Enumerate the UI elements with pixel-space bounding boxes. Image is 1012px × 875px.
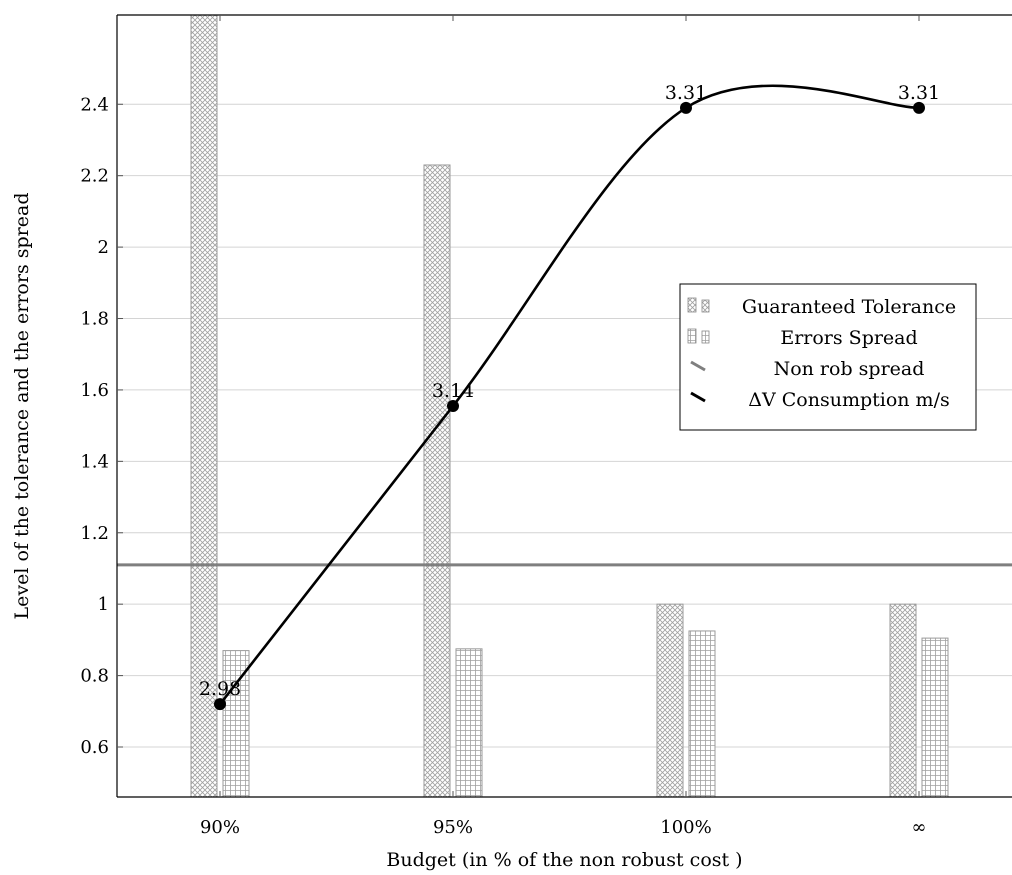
y-tick-label-8: 2.2 <box>80 166 109 187</box>
legend-swatch-0-b <box>701 299 710 313</box>
legend: Guaranteed Tolerance Errors Spread Non rob… <box>679 283 977 431</box>
y-tick-label-2: 1 <box>98 594 109 615</box>
legend-label-2: Non rob spread <box>774 358 925 380</box>
grid-lines <box>117 103 1012 748</box>
bar-errors-2 <box>688 630 716 798</box>
y-tick-label-1: 0.8 <box>80 666 109 687</box>
y-axis-title: Level of the tolerance and the errors sp… <box>11 193 33 620</box>
y-tick-label-5: 1.6 <box>80 380 109 401</box>
tick-labels: 0.6 0.8 1 1.2 1.4 1.6 1.8 2 2.2 2.4 90% 95% 100% ∞ <box>80 94 926 838</box>
y-tick-label-0: 0.6 <box>80 737 109 758</box>
bar-tolerance-3 <box>889 603 917 798</box>
delta-v-line: 2.98 3.14 3.31 3.31 <box>199 82 940 711</box>
delta-v-point-2 <box>680 101 692 114</box>
delta-v-point-1 <box>447 400 459 412</box>
x-tick-label-1: 95% <box>433 817 473 838</box>
delta-v-point-3 <box>913 101 925 114</box>
legend-swatch-2 <box>690 360 706 372</box>
legend-swatch-1-a <box>687 328 697 344</box>
x-axis-title: Budget (in % of the non robust cost ) <box>386 849 742 871</box>
y-tick-label-9: 2.4 <box>80 94 109 115</box>
bar-tolerance-1 <box>423 164 451 798</box>
delta-v-label-1: 3.14 <box>432 380 474 402</box>
legend-label-3: ΔV Consumption m/s <box>748 389 949 411</box>
delta-v-label-2: 3.31 <box>665 82 707 104</box>
delta-v-label-0: 2.98 <box>199 678 241 700</box>
legend-swatch-1-b <box>701 330 710 344</box>
delta-v-curve <box>218 84 920 705</box>
y-tick-label-6: 1.8 <box>80 309 109 330</box>
legend-swatch-3 <box>690 391 706 403</box>
bar-tolerance-2 <box>656 603 684 798</box>
delta-v-label-3: 3.31 <box>898 82 940 104</box>
axes <box>116 14 1012 798</box>
bar-errors-3 <box>921 637 949 798</box>
y-tick-label-4: 1.4 <box>80 451 109 472</box>
legend-label-0: Guaranteed Tolerance <box>742 296 956 318</box>
x-tick-label-3: ∞ <box>912 817 927 838</box>
legend-box <box>679 283 977 431</box>
y-tick-label-7: 2 <box>98 237 109 258</box>
y-tick-label-3: 1.2 <box>80 523 109 544</box>
delta-v-point-0 <box>214 698 226 711</box>
bar-errors-1 <box>455 648 483 798</box>
bar-errors-0 <box>222 650 250 798</box>
legend-label-1: Errors Spread <box>780 327 917 349</box>
x-tick-label-2: 100% <box>660 817 711 838</box>
legend-swatch-0-a <box>687 297 697 313</box>
x-tick-label-0: 90% <box>200 817 240 838</box>
